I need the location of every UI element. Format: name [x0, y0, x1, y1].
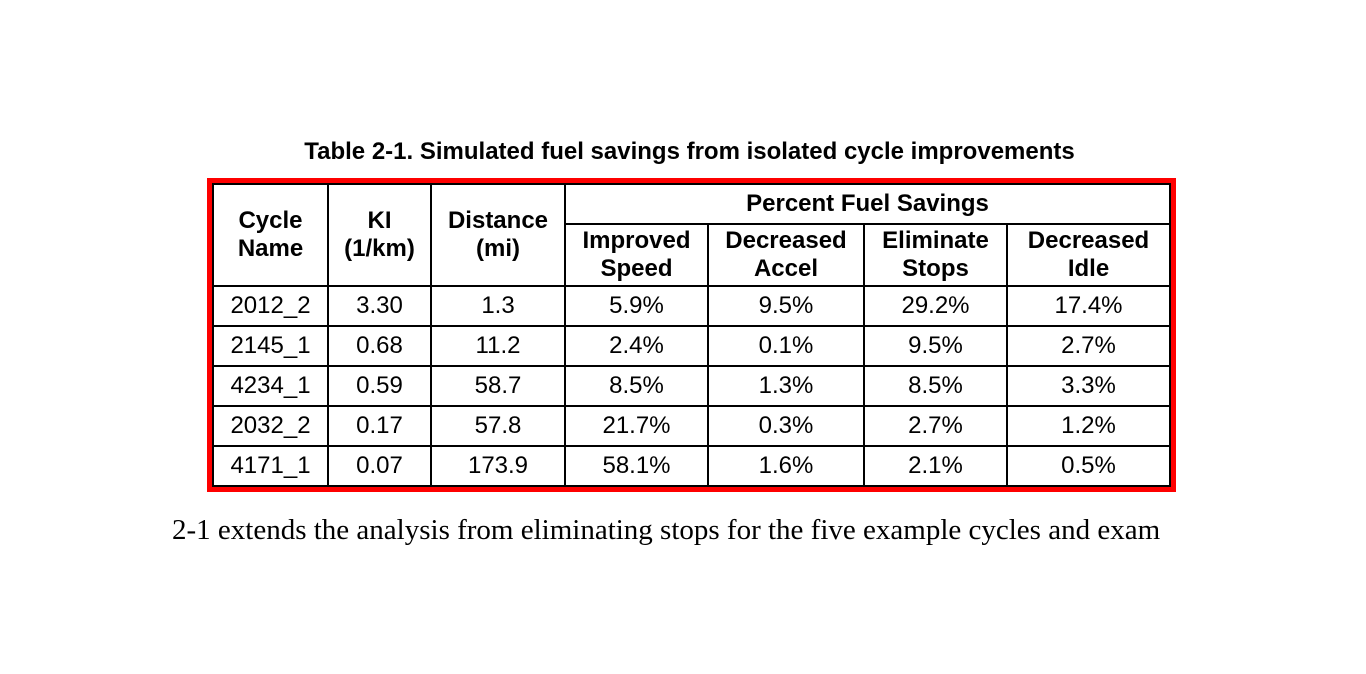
cell-cycle-name: 2032_2 — [212, 405, 329, 447]
table-row: 2032_2 0.17 57.8 21.7% 0.3% 2.7% 1.2% — [212, 405, 1172, 447]
col-header-cycle-name: Cycle Name — [212, 183, 329, 287]
cell-cycle-name: 2145_1 — [212, 325, 329, 367]
col-header-decreased-accel: Decreased Accel — [707, 223, 865, 287]
table-row: 4234_1 0.59 58.7 8.5% 1.3% 8.5% 3.3% — [212, 365, 1172, 407]
cell-cycle-name: 2012_2 — [212, 285, 329, 327]
table-row: 4171_1 0.07 173.9 58.1% 1.6% 2.1% 0.5% — [212, 445, 1172, 487]
cell-decreased-idle: 1.2% — [1005, 405, 1172, 447]
cell-distance: 11.2 — [430, 325, 566, 367]
cell-improved-speed: 2.4% — [564, 325, 709, 367]
cell-decreased-accel: 0.1% — [707, 325, 865, 367]
cell-eliminate-stops: 29.2% — [863, 285, 1008, 327]
col-header-decreased-idle: Decreased Idle — [1005, 223, 1172, 287]
cell-distance: 1.3 — [430, 285, 566, 327]
cell-eliminate-stops: 2.1% — [863, 445, 1008, 487]
cell-decreased-accel: 9.5% — [707, 285, 865, 327]
cell-cycle-name: 4234_1 — [212, 365, 329, 407]
cell-eliminate-stops: 8.5% — [863, 365, 1008, 407]
cell-ki: 0.17 — [327, 405, 432, 447]
col-header-ki: KI (1/km) — [327, 183, 432, 287]
cell-decreased-idle: 0.5% — [1005, 445, 1172, 487]
cell-decreased-accel: 1.6% — [707, 445, 865, 487]
cell-improved-speed: 8.5% — [564, 365, 709, 407]
cell-distance: 57.8 — [430, 405, 566, 447]
cell-decreased-idle: 2.7% — [1005, 325, 1172, 367]
cell-ki: 0.68 — [327, 325, 432, 367]
table-caption-title: Table 2-1. Simulated fuel savings from i… — [304, 138, 1075, 165]
col-header-eliminate-stops: Eliminate Stops — [863, 223, 1008, 287]
cell-decreased-accel: 0.3% — [707, 405, 865, 447]
table-row: 2012_2 3.30 1.3 5.9% 9.5% 29.2% 17.4% — [212, 285, 1172, 327]
cell-cycle-name: 4171_1 — [212, 445, 329, 487]
cell-decreased-idle: 3.3% — [1005, 365, 1172, 407]
table-row: 2145_1 0.68 11.2 2.4% 0.1% 9.5% 2.7% — [212, 325, 1172, 367]
cell-eliminate-stops: 9.5% — [863, 325, 1008, 367]
cell-improved-speed: 21.7% — [564, 405, 709, 447]
cell-decreased-idle: 17.4% — [1005, 285, 1172, 327]
cell-distance: 58.7 — [430, 365, 566, 407]
cell-decreased-accel: 1.3% — [707, 365, 865, 407]
col-header-improved-speed: Improved Speed — [564, 223, 709, 287]
cell-ki: 0.59 — [327, 365, 432, 407]
fuel-savings-table: Cycle Name KI (1/km) Distance (mi) Perce… — [207, 178, 1177, 492]
cell-ki: 3.30 — [327, 285, 432, 327]
data-table: Cycle Name KI (1/km) Distance (mi) Perce… — [212, 183, 1172, 487]
cell-improved-speed: 5.9% — [564, 285, 709, 327]
paragraph-text: 2-1 extends the analysis from eliminatin… — [172, 514, 1161, 546]
cell-ki: 0.07 — [327, 445, 432, 487]
cell-distance: 173.9 — [430, 445, 566, 487]
col-header-distance: Distance (mi) — [430, 183, 566, 287]
cell-improved-speed: 58.1% — [564, 445, 709, 487]
col-group-header-percent-fuel-savings: Percent Fuel Savings — [563, 183, 1172, 225]
cell-eliminate-stops: 2.7% — [863, 405, 1008, 447]
